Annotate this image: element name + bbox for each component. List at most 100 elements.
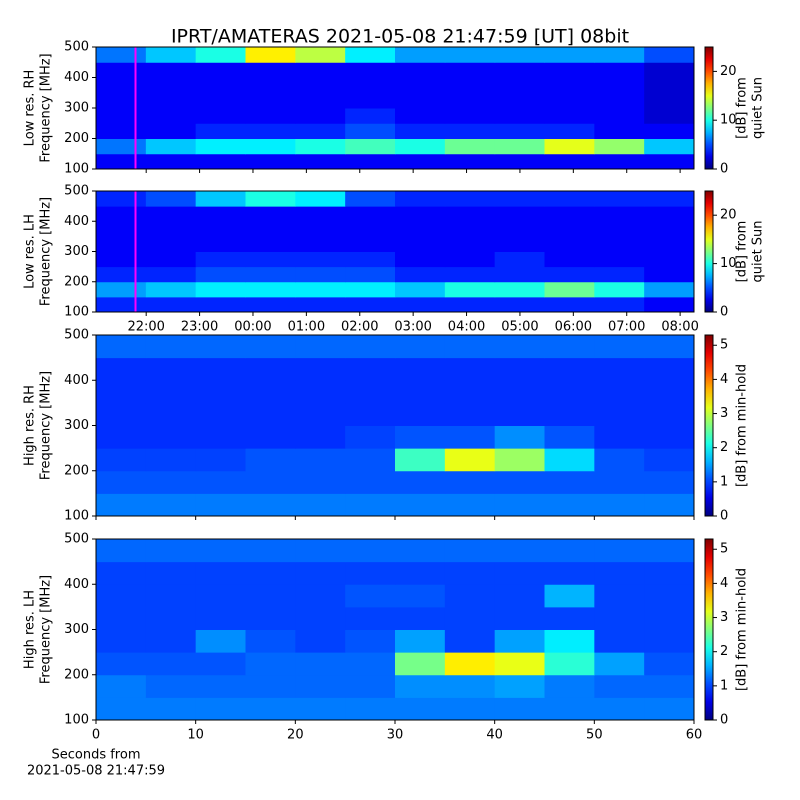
heatmap-cell: [395, 425, 446, 449]
heatmap-cell: [395, 561, 446, 585]
colorbar-tick-label: 20: [720, 208, 737, 223]
heatmap-cell: [444, 296, 496, 313]
x-tick-label: 40: [486, 728, 503, 743]
heatmap-cell: [295, 493, 346, 517]
heatmap-cell: [96, 266, 147, 283]
colorbar-label: [dB] from min-hold: [735, 568, 750, 691]
heatmap-cell: [395, 380, 446, 404]
heatmap-cell: [594, 380, 645, 404]
heatmap-cell: [295, 221, 346, 237]
y-axis-label: Frequency [MHz]: [39, 53, 54, 162]
heatmap-cell: [295, 62, 346, 78]
colorbar-tick-label: 4: [720, 372, 728, 387]
heatmap-cell: [395, 448, 446, 472]
heatmap-cell: [295, 561, 346, 585]
heatmap-cell: [345, 629, 396, 653]
y-tick-label: 100: [64, 305, 89, 320]
heatmap-cell: [594, 123, 645, 139]
x-tick-label: 60: [686, 728, 703, 743]
heatmap-cell: [644, 153, 695, 170]
heatmap-cell: [245, 296, 296, 313]
heatmap-cell: [245, 606, 296, 630]
heatmap-cell: [96, 380, 147, 404]
heatmap-cell: [494, 296, 545, 313]
heatmap-cell: [395, 652, 446, 676]
heatmap-cell: [395, 674, 446, 698]
heatmap-cell: [544, 221, 595, 237]
x-tick-label: 0: [92, 728, 100, 743]
heatmap-cell: [345, 191, 396, 207]
heatmap-cell: [444, 380, 496, 404]
heatmap-cell: [145, 335, 197, 359]
heatmap-cell: [145, 629, 197, 653]
heatmap-cell: [345, 357, 396, 381]
heatmap-cell: [644, 251, 695, 268]
heatmap-cell: [395, 47, 446, 63]
y-tick-label: 400: [64, 373, 89, 388]
heatmap-cell: [494, 281, 545, 298]
y-axis-label: Frequency [MHz]: [39, 575, 54, 684]
heatmap-cell: [644, 380, 695, 404]
y-tick-label: 300: [64, 101, 89, 116]
heatmap-cell: [395, 92, 446, 109]
heatmap-cell: [245, 62, 296, 78]
heatmap-cell: [295, 629, 346, 653]
heatmap-cell: [444, 425, 496, 449]
heatmap-cell: [96, 47, 147, 63]
heatmap-cell: [544, 138, 595, 155]
heatmap-cell: [245, 251, 296, 268]
heatmap-cell: [395, 221, 446, 237]
heatmap-cell: [96, 402, 147, 426]
heatmap-cell: [494, 47, 545, 63]
heatmap-cell: [644, 236, 695, 252]
heatmap-cell: [644, 425, 695, 449]
heatmap-cell: [444, 470, 496, 494]
heatmap-cell: [195, 92, 246, 109]
y-tick-label: 200: [64, 463, 89, 478]
heatmap-cell: [345, 138, 396, 155]
heatmap-cell: [345, 380, 396, 404]
heatmap-cell: [195, 539, 246, 563]
heatmap-cell: [395, 584, 446, 608]
heatmap-cell: [544, 584, 595, 608]
heatmap-cell: [195, 281, 246, 298]
heatmap-cell: [245, 236, 296, 252]
heatmap-cell: [594, 493, 645, 517]
heatmap-cell: [594, 251, 645, 268]
heatmap-cell: [544, 652, 595, 676]
heatmap-cell: [644, 191, 695, 207]
heatmap-cell: [494, 138, 545, 155]
heatmap-cell: [594, 206, 645, 222]
heatmap-cell: [395, 62, 446, 78]
heatmap-cell: [544, 470, 595, 494]
heatmap-cell: [195, 629, 246, 653]
heatmap-cell: [245, 123, 296, 139]
y-tick-label: 200: [64, 131, 89, 146]
heatmap-cell: [345, 251, 396, 268]
heatmap-cell: [145, 584, 197, 608]
heatmap-cell: [345, 221, 396, 237]
y-tick-label: 400: [64, 577, 89, 592]
heatmap-cell: [96, 108, 147, 124]
heatmap-cell: [96, 539, 147, 563]
heatmap-cell: [494, 697, 545, 721]
heatmap-cell: [594, 335, 645, 359]
heatmap-cell: [494, 425, 545, 449]
heatmap-cell: [96, 77, 147, 94]
heatmap-cell: [444, 561, 496, 585]
heatmap-cell: [295, 251, 346, 268]
heatmap-cell: [145, 402, 197, 426]
colorbar-tick-label: 4: [720, 576, 728, 591]
heatmap-cell: [594, 697, 645, 721]
colorbar-tick-label: 10: [720, 113, 737, 128]
heatmap-cell: [644, 123, 695, 139]
heatmap-cell: [145, 123, 197, 139]
heatmap-cell: [245, 281, 296, 298]
heatmap-cell: [345, 335, 396, 359]
heatmap-cell: [594, 470, 645, 494]
heatmap-cell: [245, 448, 296, 472]
heatmap-cell: [96, 697, 147, 721]
heatmap-cell: [245, 470, 296, 494]
heatmap-cell: [544, 296, 595, 313]
heatmap-cell: [145, 296, 197, 313]
